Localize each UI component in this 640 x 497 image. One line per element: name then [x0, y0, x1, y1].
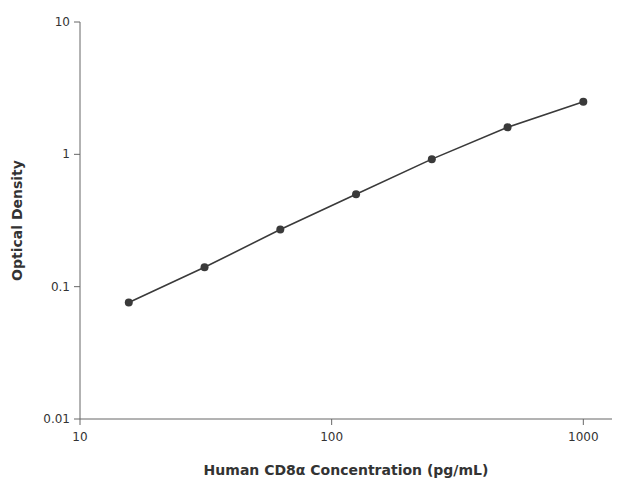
y-tick-label: 0.1: [51, 280, 70, 294]
point: [276, 226, 284, 234]
y-tick: [74, 22, 80, 23]
point: [579, 98, 587, 106]
point: [504, 123, 512, 131]
y-axis-line: [80, 22, 81, 419]
y-tick: [74, 154, 80, 155]
point: [201, 263, 209, 271]
y-tick-label: 0.01: [43, 412, 70, 426]
plot-data: [125, 98, 588, 307]
point: [125, 298, 133, 306]
x-axis-label: Human CD8α Concentration (pg/mL): [204, 462, 489, 478]
x-tick-label: 1000: [568, 430, 599, 444]
x-tick-label: 10: [72, 430, 87, 444]
point: [352, 190, 360, 198]
x-axis-line: [80, 419, 612, 420]
point: [428, 155, 436, 163]
x-tick: [583, 419, 584, 425]
y-tick: [74, 286, 80, 287]
y-tick-label: 10: [55, 15, 70, 29]
y-tick: [74, 419, 80, 420]
axes: 10 100 1000 0.01 0.1 1 10: [43, 15, 612, 444]
x-tick-label: 100: [320, 430, 343, 444]
y-axis-label: Optical Density: [9, 160, 25, 281]
x-tick: [80, 419, 81, 425]
line: [129, 102, 584, 303]
x-tick: [331, 419, 332, 425]
chart-svg: 10 100 1000 0.01 0.1 1 10 Human CD8α Concentrat…: [0, 0, 640, 497]
y-tick-label: 1: [62, 147, 70, 161]
page: {"chart_data": {"type": "line", "xlabel"…: [0, 0, 640, 497]
chart-container: 10 100 1000 0.01 0.1 1 10 Human CD8α Concentrat…: [0, 0, 640, 497]
